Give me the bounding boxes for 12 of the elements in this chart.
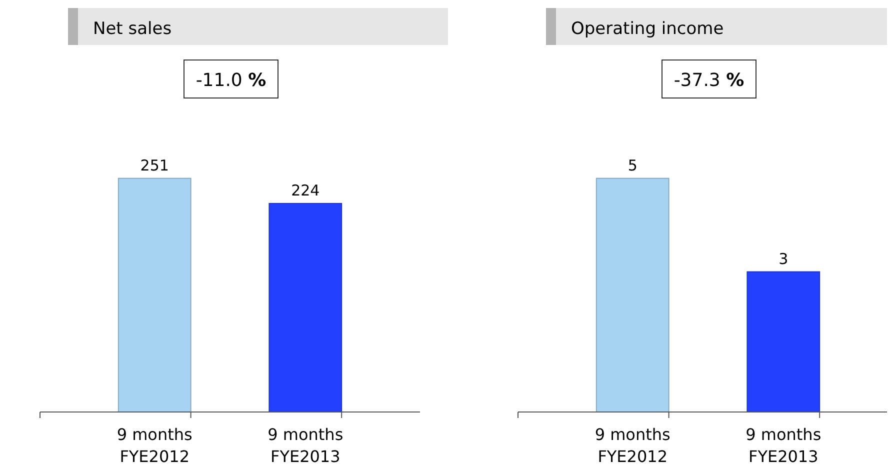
chart-title: Operating income <box>571 19 724 39</box>
x-tick-label: 9 months FYE2013 <box>268 425 344 466</box>
x-tick-label: 9 months FYE2013 <box>746 425 822 466</box>
data-label: 3 <box>778 250 788 268</box>
data-label: 5 <box>628 156 638 174</box>
chart-title: Net sales <box>93 19 172 39</box>
text: -37.3 % <box>674 70 744 91</box>
data-label: 224 <box>291 181 320 200</box>
data-label: 251 <box>140 156 169 174</box>
x-tick-label: 9 months FYE2012 <box>594 425 670 466</box>
x-tick-label: 9 months FYE2012 <box>116 425 192 466</box>
text: -11.0 % <box>196 70 266 91</box>
